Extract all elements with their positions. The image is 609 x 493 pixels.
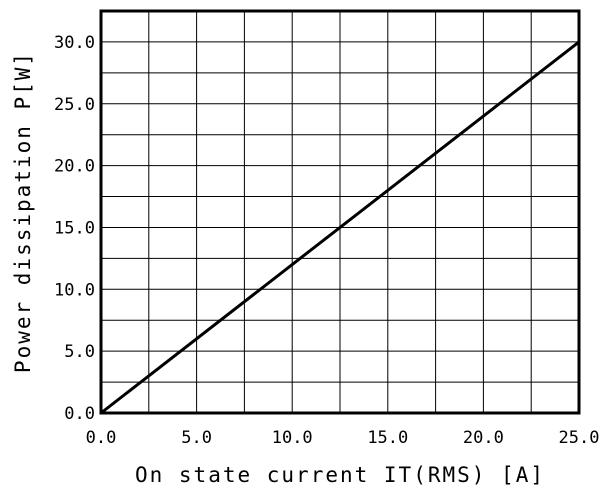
y-tick-label: 25.0 <box>54 95 95 115</box>
grid-lines <box>101 11 579 413</box>
series-group <box>100 40 580 415</box>
x-tick-label: 25.0 <box>559 428 600 448</box>
y-tick-label: 15.0 <box>54 218 95 238</box>
y-tick-label: 0.0 <box>64 404 95 424</box>
plot-frame <box>99 9 581 415</box>
y-tick-label: 20.0 <box>54 157 95 177</box>
series-line <box>100 40 580 415</box>
y-tick-label: 10.0 <box>54 280 95 300</box>
x-tick-label: 5.0 <box>181 428 212 448</box>
x-axis-label: On state current IT(RMS) [A] <box>135 463 545 487</box>
y-tick-label: 5.0 <box>64 342 95 362</box>
x-tick-label: 20.0 <box>463 428 504 448</box>
y-axis-label: Power dissipation P[W] <box>11 51 35 373</box>
y-tick-label: 30.0 <box>54 33 95 53</box>
x-tick-label: 10.0 <box>272 428 313 448</box>
x-tick-labels: 0.0 5.0 10.0 15.0 20.0 25.0 <box>86 428 600 448</box>
x-tick-label: 15.0 <box>367 428 408 448</box>
y-tick-labels: 0.0 5.0 10.0 15.0 20.0 25.0 30.0 <box>54 33 95 424</box>
x-tick-label: 0.0 <box>86 428 117 448</box>
